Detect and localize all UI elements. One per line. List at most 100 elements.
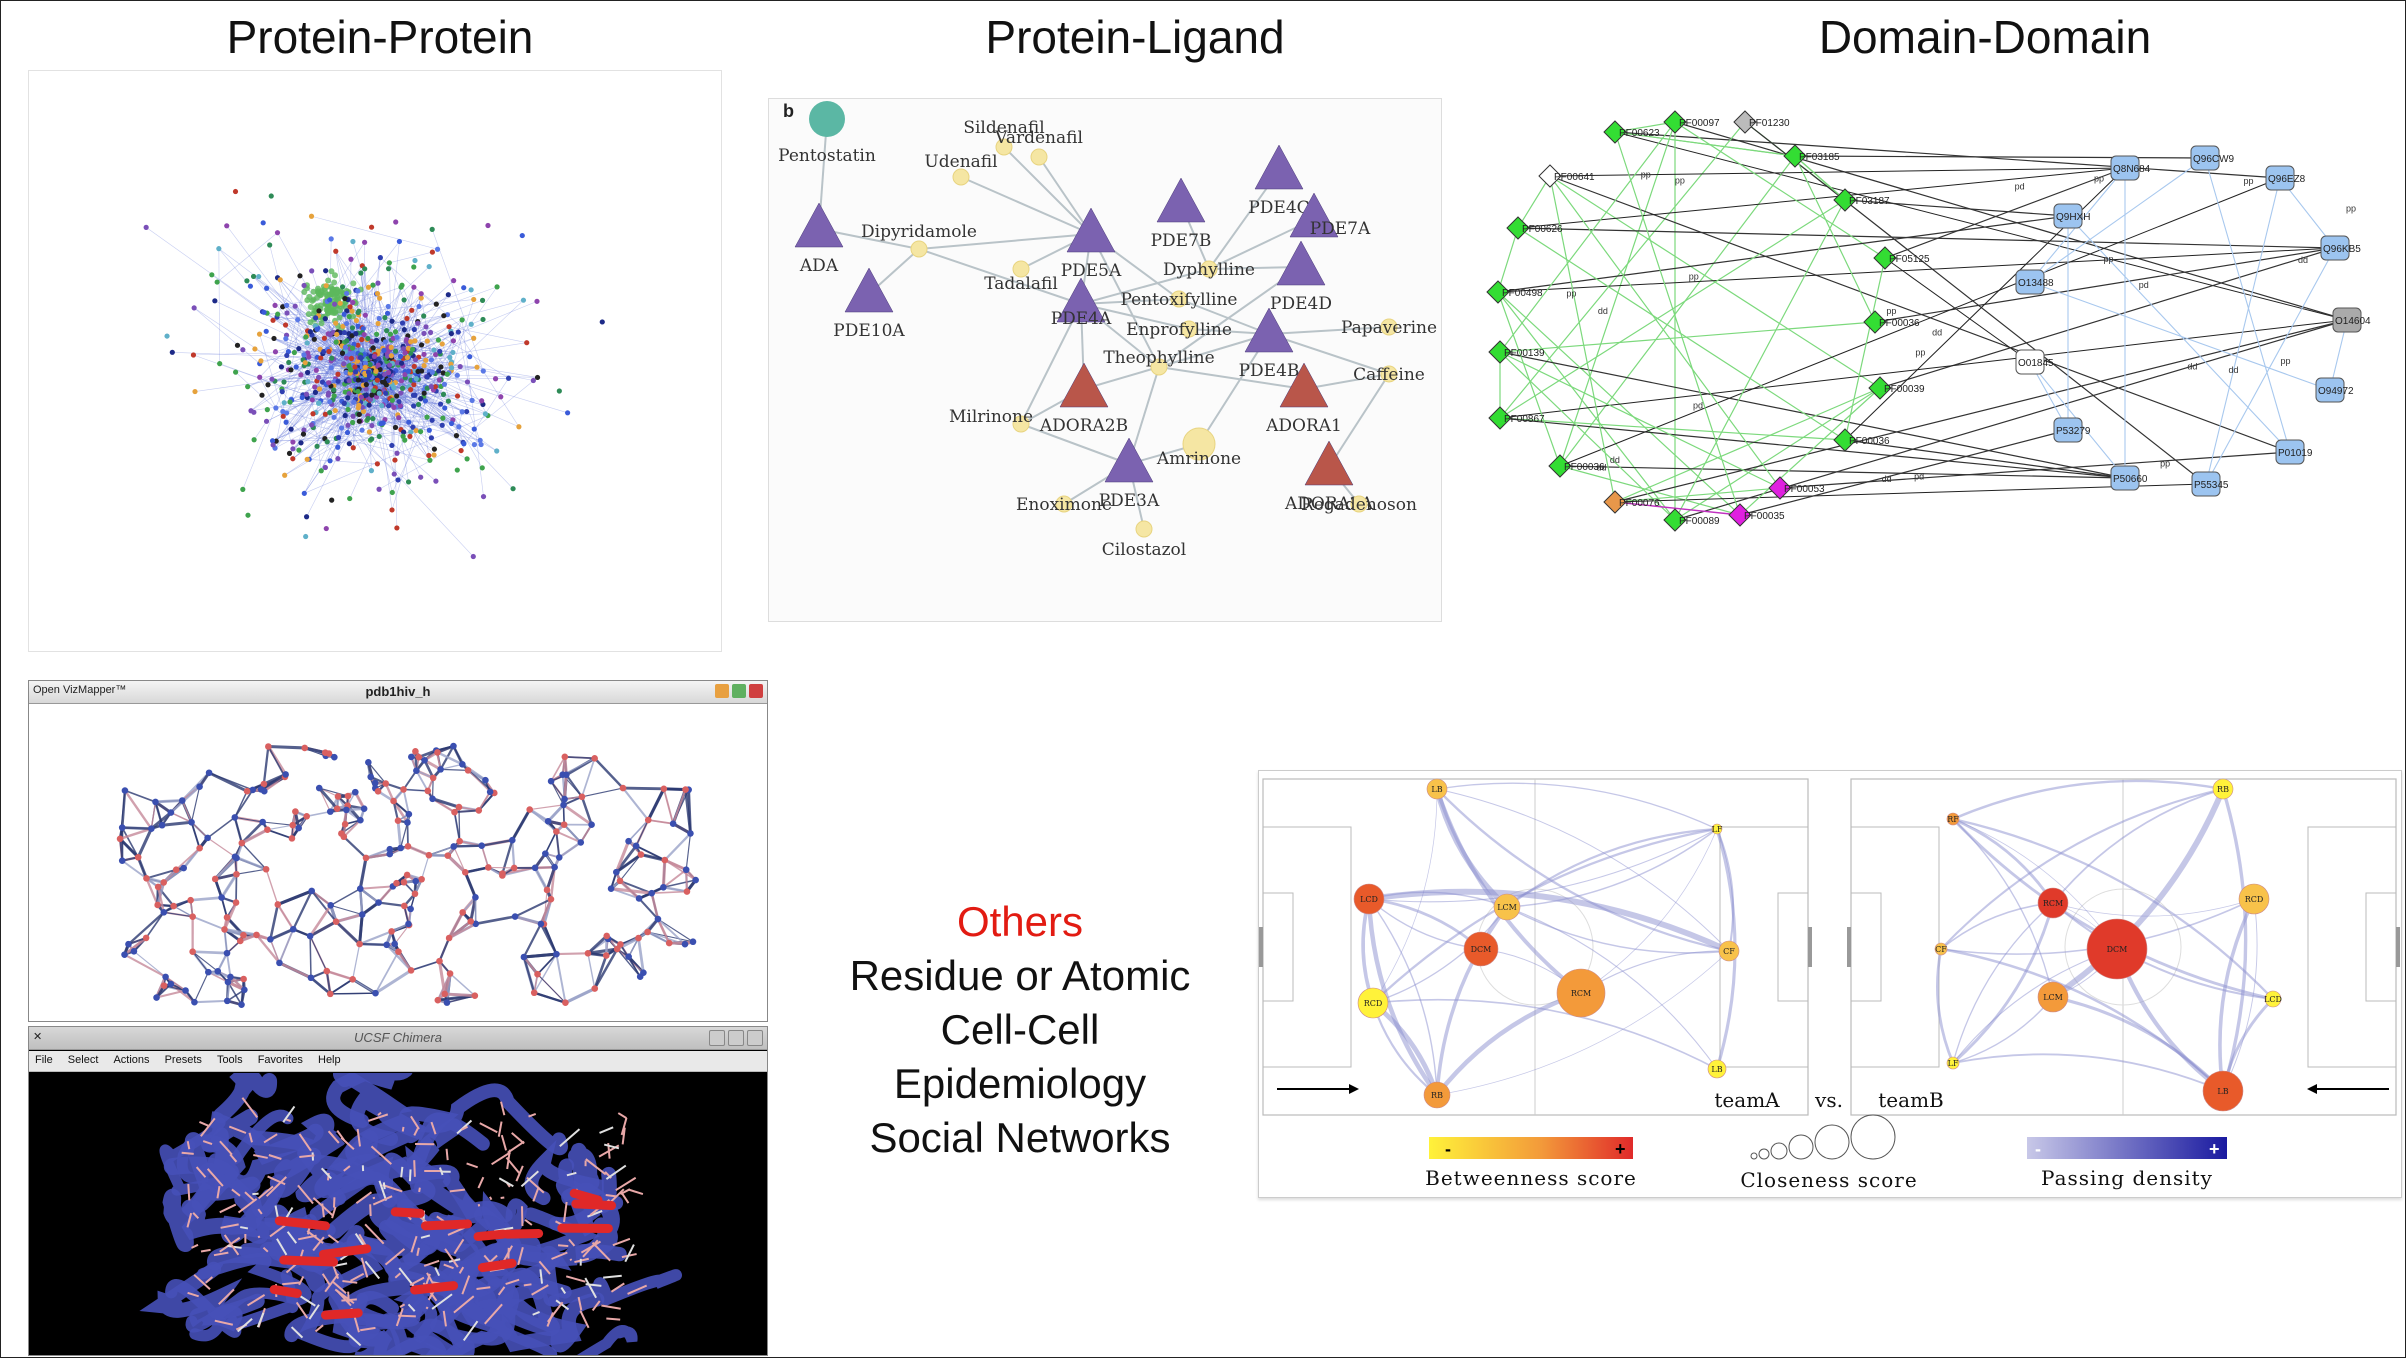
edge [332,266,430,360]
atom-bond [500,1101,506,1116]
edge [360,885,393,890]
node [353,331,359,337]
node [375,348,381,354]
player-node [1493,893,1521,921]
node [406,419,412,425]
edge [306,342,372,471]
protein-node [2191,471,2221,497]
edge [119,837,140,859]
node [290,456,296,462]
maximize-icon[interactable] [728,1030,744,1046]
atom-bond [332,1264,340,1279]
residue-node [371,779,379,787]
node-label: P53279 [2056,426,2091,437]
node [448,420,455,427]
atom-bond [356,1128,361,1147]
domain-node [1663,110,1687,134]
residue-node [588,821,595,829]
atom-bond [511,1132,525,1145]
residue-node [551,863,558,871]
residue-node [625,953,632,961]
node [312,384,318,390]
node [342,295,348,302]
edge [651,890,687,894]
player-label: DCM [1471,945,1492,954]
pass-edge [1506,906,1718,1070]
edge [170,982,196,1004]
node [274,230,281,236]
edge [436,390,520,428]
atom-bond [615,1176,637,1192]
menu-file[interactable]: File [35,1054,53,1066]
residue-node [544,817,552,825]
vizmapper-tab[interactable]: Open VizMapper™ [33,684,127,696]
node-label: Caffeine [1353,365,1425,385]
node [418,295,424,301]
edge [330,992,376,995]
edge [1083,366,1160,390]
node [217,361,223,367]
residue-node [121,787,129,794]
edge [622,786,664,791]
edge [286,305,379,352]
edge [461,319,484,497]
node [296,447,302,453]
node [370,345,376,351]
domain-node [1506,216,1530,240]
node [409,307,415,313]
edge [325,970,332,995]
pass-edge [1435,788,1583,995]
atom-bond [370,1145,392,1165]
residue-node [418,875,425,883]
menu-help[interactable]: Help [318,1054,341,1066]
edge [449,972,476,997]
atom-bond [605,1194,618,1198]
ribbon [390,1207,425,1218]
residue-node [240,931,247,939]
node [480,368,486,374]
node [344,429,351,436]
node [464,408,470,415]
node [461,285,467,291]
edge [363,397,443,426]
atom-bond [401,1126,405,1132]
residue-node [221,926,228,933]
direction-arrow [2307,1084,2317,1094]
close-icon[interactable] [747,1030,763,1046]
edge [306,409,349,460]
betweenness-scale [1429,1137,1633,1159]
protein-node [2275,439,2305,465]
edge [413,340,454,396]
minimize-icon[interactable] [715,684,729,698]
atom-bond [257,1185,274,1200]
menu-select[interactable]: Select [67,1054,99,1066]
menu-favorites[interactable]: Favorites [257,1054,303,1066]
close-icon[interactable] [749,684,763,698]
domain-node [1733,110,1757,134]
atom-bond [532,1311,540,1316]
node [316,386,323,392]
residue-node [349,975,356,983]
edge [326,969,354,981]
node [345,395,351,401]
residue-node [534,970,541,978]
node [377,366,383,373]
edge-label: pd [2139,280,2149,290]
residue-node [236,937,244,945]
pass-edge [1952,818,2054,998]
minimize-icon[interactable] [709,1030,725,1046]
maximize-icon[interactable] [732,684,746,698]
residue-node [425,851,433,859]
menu-presets[interactable]: Presets [164,1054,202,1066]
node [421,351,427,357]
ligand-node [1170,290,1188,308]
atom-bond [295,1301,309,1319]
node [445,398,451,404]
node-label: Sildenafil [963,118,1044,138]
menu-tools[interactable]: Tools [216,1054,243,1066]
node-label: Papaverine [1341,318,1437,338]
menu-actions[interactable]: Actions [113,1054,150,1066]
node [288,367,294,373]
close-icon[interactable]: ✕ [33,1031,43,1043]
ligand-node [809,101,845,137]
